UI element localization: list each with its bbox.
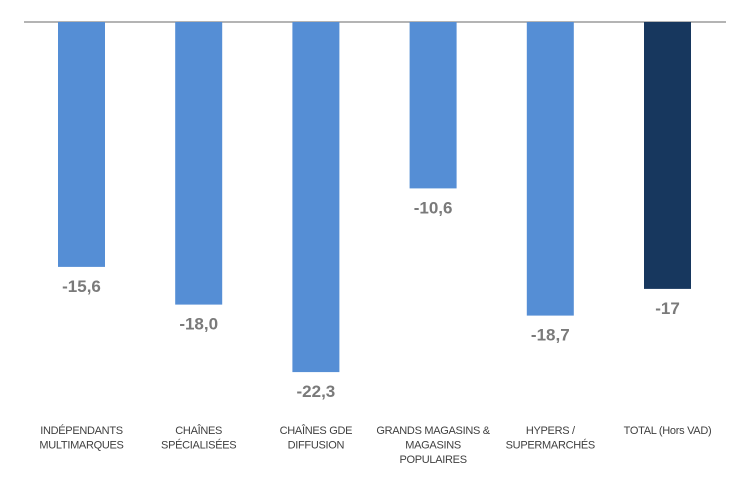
category-label: CHAÎNES SPÉCIALISÉES bbox=[161, 424, 236, 452]
category-label-line: MAGASINS bbox=[405, 440, 461, 452]
bar-4 bbox=[409, 22, 457, 189]
value-label: -18,0 bbox=[179, 315, 218, 334]
category-label-line: GRANDS MAGASINS & bbox=[376, 425, 490, 437]
bar-total bbox=[644, 22, 691, 289]
category-label-line: SUPERMARCHÉS bbox=[506, 439, 595, 452]
bar-2 bbox=[175, 22, 223, 305]
category-label-line: MULTIMARQUES bbox=[39, 440, 123, 452]
category-label-line: CHAÎNES GDE bbox=[280, 424, 353, 437]
category-label-line: INDÉPENDANTS bbox=[40, 424, 123, 437]
value-label: -18,7 bbox=[531, 326, 570, 345]
category-label-line: DIFFUSION bbox=[288, 440, 345, 452]
bar-1 bbox=[58, 22, 105, 267]
category-label-line: CHAÎNES bbox=[175, 424, 222, 437]
value-label: -15,6 bbox=[62, 277, 101, 296]
category-label-line: TOTAL (Hors VAD) bbox=[624, 425, 712, 437]
value-label: -17 bbox=[655, 299, 680, 318]
category-label: TOTAL (Hors VAD) bbox=[624, 425, 712, 437]
category-label: CHAÎNES GDE DIFFUSION bbox=[280, 424, 353, 452]
category-label-line: HYPERS / bbox=[526, 425, 576, 437]
value-label: -10,6 bbox=[414, 198, 453, 217]
category-label: GRANDS MAGASINS & MAGASINS POPULAIRES bbox=[376, 425, 490, 466]
category-label-line: SPÉCIALISÉES bbox=[161, 439, 236, 452]
bar-5 bbox=[526, 22, 574, 316]
category-label-line: POPULAIRES bbox=[399, 454, 466, 466]
category-label: INDÉPENDANTS MULTIMARQUES bbox=[39, 424, 123, 452]
category-label: HYPERS / SUPERMARCHÉS bbox=[506, 425, 595, 452]
value-label: -22,3 bbox=[297, 382, 336, 401]
bar-3 bbox=[292, 22, 340, 373]
